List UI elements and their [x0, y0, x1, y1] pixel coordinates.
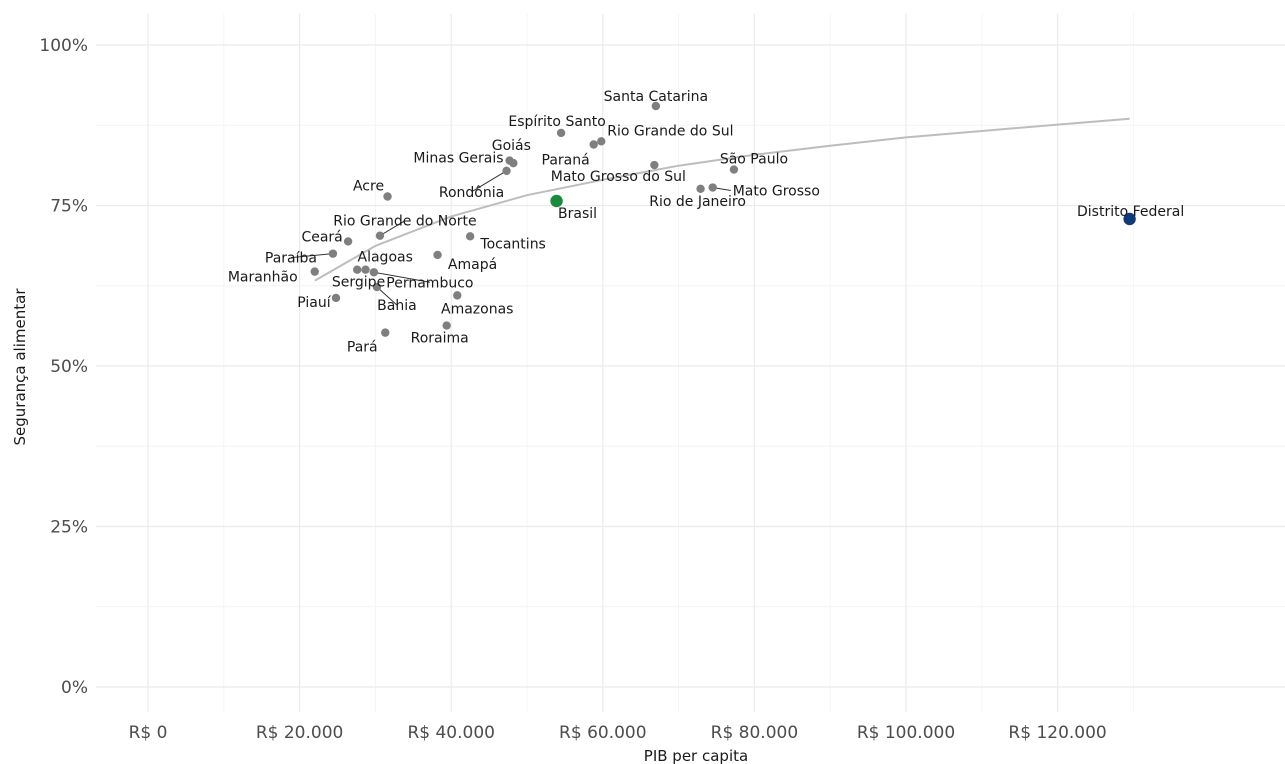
point-label-paraiba: Paraíba	[265, 251, 317, 267]
x-tick-label: R$ 40.000	[407, 723, 495, 743]
point-label-amapa: Amapá	[448, 257, 497, 273]
point-label-rio-grande-do-sul: Rio Grande do Sul	[607, 123, 733, 139]
point-parana	[589, 140, 598, 149]
point-amazonas	[453, 291, 462, 300]
point-label-pernambuco: Pernambuco	[386, 275, 473, 291]
x-tick-label: R$ 120.000	[1008, 723, 1106, 743]
point-rondonia	[502, 166, 511, 176]
leader-line-bahia	[376, 286, 398, 306]
y-tick-label: 25%	[50, 518, 88, 538]
point-label-roraima: Roraima	[411, 331, 469, 347]
point-piaui	[331, 293, 341, 303]
leader-line-pernambuco	[373, 271, 430, 283]
x-axis-title: PIB per capita	[644, 747, 748, 764]
x-tick-label: R$ 60.000	[559, 723, 647, 743]
point-sao-paulo	[729, 165, 739, 174]
y-tick-label: 75%	[50, 197, 88, 217]
point-label-maranhao: Maranhão	[228, 270, 298, 286]
leader-line-rondonia	[471, 170, 507, 193]
point-rio-de-janeiro	[696, 184, 705, 194]
point-paraiba	[328, 249, 338, 258]
point-label-piaui: Piauí	[297, 295, 331, 311]
trend-line-layer	[314, 117, 1130, 282]
point-para	[381, 328, 390, 337]
point-label-distrito-federal: Distrito Federal	[1077, 204, 1184, 220]
x-axis-ticks: R$ 0 R$ 20.000 R$ 40.000 R$ 60.000 R$ 80.000…	[129, 723, 1107, 743]
point-label-bahia: Bahia	[377, 298, 417, 314]
point-acre	[383, 192, 392, 201]
data-points	[310, 101, 1136, 337]
point-rio-grande-do-sul	[597, 137, 606, 146]
y-tick-label: 50%	[50, 357, 88, 377]
point-roraima	[442, 321, 451, 330]
point-tocantins	[465, 232, 475, 241]
point-label-acre: Acre	[353, 179, 384, 195]
x-tick-label: R$ 80.000	[711, 723, 799, 743]
trend-line	[314, 117, 1130, 282]
leader-line-rio-grande-do-norte	[379, 220, 406, 237]
y-tick-label: 0%	[61, 678, 88, 698]
point-label-minas-gerais: Minas Gerais	[413, 151, 503, 167]
point-label-para: Pará	[347, 340, 378, 356]
point-label-sao-paulo: São Paulo	[720, 152, 788, 168]
point-label-rio-de-janeiro: Rio de Janeiro	[649, 194, 746, 210]
point-alagoas	[353, 265, 362, 274]
point-label-sergipe: Sergipe	[332, 275, 385, 291]
point-rio-grande-do-norte	[375, 231, 385, 240]
point-label-rondonia: Rondônia	[439, 185, 504, 201]
x-tick-label: R$ 20.000	[256, 723, 344, 743]
point-pernambuco	[369, 268, 379, 277]
point-label-ceara: Ceará	[301, 229, 342, 245]
point-brasil	[550, 194, 563, 208]
point-santa-catarina	[651, 101, 661, 111]
point-label-amazonas: Amazonas	[441, 301, 513, 317]
point-label-espirito-santo: Espírito Santo	[508, 114, 605, 130]
point-label-santa-catarina: Santa Catarina	[604, 89, 708, 105]
point-label-mato-grosso: Mato Grosso	[733, 184, 820, 200]
point-maranhao	[310, 267, 319, 276]
point-minas-gerais	[505, 156, 514, 165]
point-label-rio-grande-do-norte: Rio Grande do Norte	[333, 214, 476, 230]
x-tick-label: R$ 0	[129, 723, 168, 743]
point-amapa	[433, 250, 442, 260]
point-label-tocantins: Tocantins	[479, 236, 545, 252]
point-distrito-federal	[1123, 212, 1136, 226]
point-mato-grosso-do-sul	[650, 160, 659, 170]
y-tick-label: 100%	[39, 36, 88, 56]
point-ceara	[343, 237, 353, 246]
point-label-alagoas: Alagoas	[358, 250, 413, 266]
point-label-mato-grosso-do-sul: Mato Grosso do Sul	[551, 169, 686, 185]
point-sergipe	[361, 265, 370, 274]
point-label-parana: Paraná	[542, 153, 590, 169]
leader-line-paraiba	[290, 253, 333, 259]
point-bahia	[372, 282, 382, 292]
y-axis-ticks: 0% 25% 50% 75% 100%	[39, 36, 88, 698]
point-mato-grosso	[708, 183, 717, 192]
x-tick-label: R$ 100.000	[857, 723, 955, 743]
point-label-goias: Goiás	[492, 138, 531, 154]
point-label-brasil: Brasil	[558, 206, 597, 222]
label-leader-lines	[290, 170, 731, 306]
y-axis-title: Segurança alimentar	[11, 288, 29, 446]
point-espirito-santo	[556, 128, 566, 138]
grid	[96, 14, 1285, 712]
